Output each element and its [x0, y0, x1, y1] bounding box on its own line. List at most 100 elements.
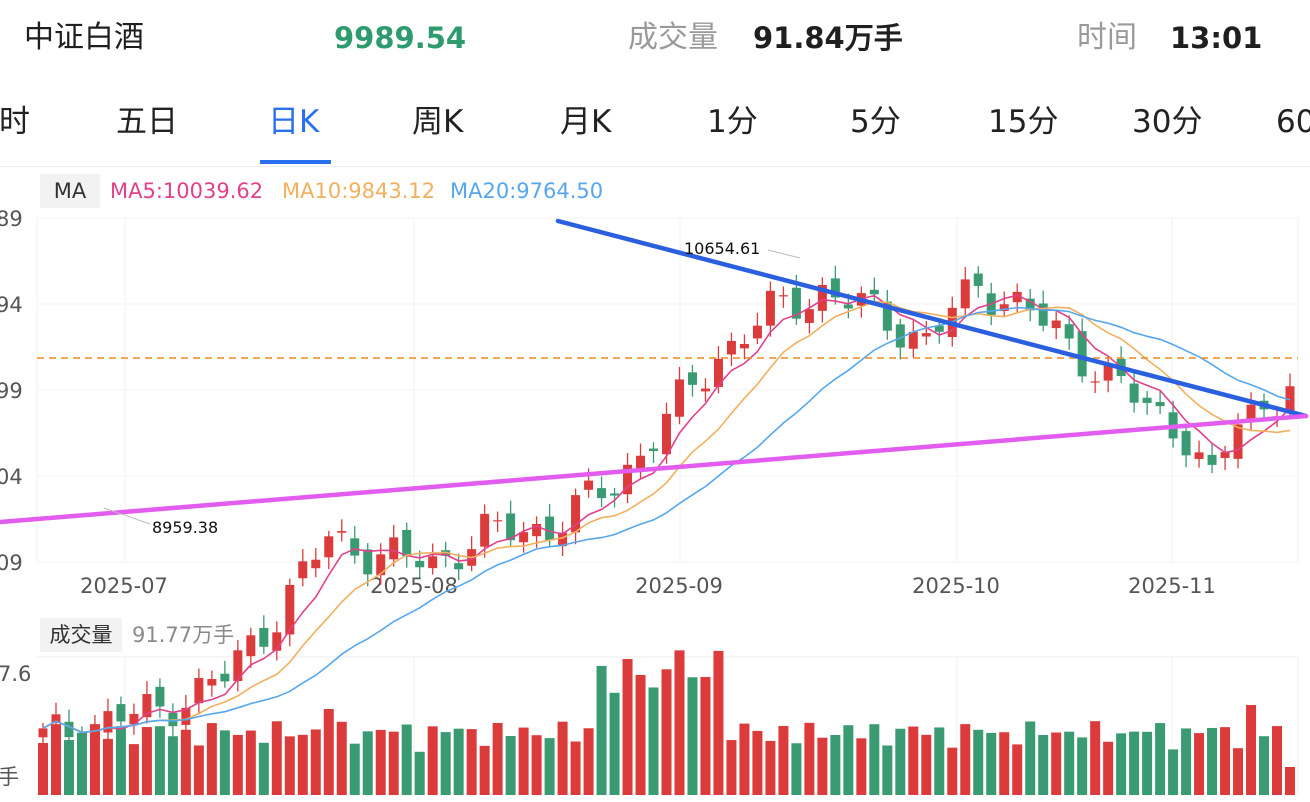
candle-body: [493, 520, 503, 522]
candle-body: [739, 343, 749, 349]
volume-bar: [739, 723, 750, 795]
volume-bar: [869, 724, 880, 795]
candle-body: [765, 290, 775, 326]
tab-five-day[interactable]: 五日: [116, 104, 178, 140]
volume-bar: [804, 722, 815, 795]
ma5-line: [42, 294, 1291, 734]
volume-title[interactable]: 成交量: [40, 618, 122, 652]
candle-body: [895, 324, 905, 348]
tab-15min[interactable]: 15分: [988, 104, 1059, 140]
volume-bar: [1090, 721, 1101, 795]
candle-body: [610, 493, 620, 496]
y-axis-labels: 89 94 99 04 09 7.6 手: [0, 207, 31, 789]
tab-60min[interactable]: 60分: [1276, 104, 1310, 140]
ma-selector[interactable]: MA: [40, 174, 100, 208]
volume-bar: [206, 723, 217, 795]
volume-bar: [258, 742, 269, 795]
candle-body: [532, 523, 542, 537]
candle-body: [687, 372, 697, 385]
candle-body: [298, 561, 308, 579]
candle-body: [1155, 402, 1165, 407]
volume-bar: [947, 747, 958, 795]
candle-body: [726, 340, 736, 355]
high-leader-line: [767, 249, 801, 259]
volume-bar: [700, 676, 711, 795]
volume-bar: [115, 726, 126, 795]
period-low-label: 8959.38: [152, 518, 218, 537]
candle-body: [1220, 452, 1230, 458]
period-tabs: 分时 五日 日K 周K 月K 1分 5分 15分 30分 60分: [0, 90, 1310, 167]
x-tick-label: 2025-08: [370, 574, 458, 598]
volume-bar: [609, 692, 620, 795]
candle-body: [1051, 320, 1061, 329]
candle-body: [1012, 291, 1022, 303]
candle-body: [752, 325, 762, 339]
volume-bar: [934, 727, 945, 795]
volume-bar: [1155, 723, 1166, 795]
volume-bar: [791, 743, 802, 795]
volume-bar: [466, 729, 477, 795]
volume-bar: [648, 687, 659, 795]
y-tick-label: 89: [0, 207, 23, 231]
volume-bar: [531, 735, 542, 795]
candle-body: [428, 556, 438, 569]
volume-bar: [1246, 705, 1257, 795]
volume-bar: [505, 736, 516, 795]
candle-body: [454, 563, 464, 570]
volume-label: 成交量: [628, 20, 718, 55]
x-tick-label: 2025-11: [1128, 574, 1216, 598]
candle-body: [1129, 383, 1139, 403]
volume-bar: [713, 650, 724, 795]
candle-body: [480, 513, 490, 547]
tab-1min[interactable]: 1分: [707, 104, 758, 140]
candle-body: [817, 285, 827, 311]
volume-bar: [1025, 721, 1036, 795]
candle-body: [519, 532, 529, 543]
candle-body: [908, 331, 918, 349]
tab-5min[interactable]: 5分: [850, 104, 901, 140]
candle-body: [64, 721, 74, 738]
volume-bar: [141, 727, 152, 795]
tab-intraday[interactable]: 分时: [0, 104, 30, 140]
tab-daily-k[interactable]: 日K: [268, 104, 320, 140]
candle-body: [1233, 424, 1243, 459]
candle-body: [1246, 404, 1256, 423]
volume-tick-label: 7.6: [0, 662, 31, 686]
volume-bar: [843, 725, 854, 795]
candle-body: [571, 495, 581, 533]
volume-bar: [544, 738, 555, 795]
volume-bar: [999, 732, 1010, 795]
candle-body: [869, 289, 879, 295]
price-annotations: 10654.61 8959.38: [103, 239, 801, 537]
candle-body: [103, 711, 113, 733]
ma20-line: [42, 306, 1291, 734]
tab-30min[interactable]: 30分: [1132, 104, 1203, 140]
candle-body: [389, 537, 399, 560]
volume-bar: [89, 724, 100, 795]
candle-body: [1025, 298, 1035, 311]
volume-bar: [1116, 733, 1127, 795]
volume-bar: [50, 724, 61, 795]
candle-body: [973, 273, 983, 286]
volume-unit-label: 手: [0, 765, 19, 789]
volume-bar: [1051, 732, 1062, 795]
volume-bar: [414, 751, 425, 795]
candle-body: [558, 532, 568, 547]
volume-bar: [349, 743, 360, 795]
volume-bar: [752, 730, 763, 795]
support-trend-line: [0, 413, 1309, 525]
candle-body: [246, 635, 256, 657]
volume-bar: [908, 726, 919, 795]
last-price: 9989.54: [334, 21, 467, 55]
quote-header: 中证白酒 9989.54 成交量 91.84万手 时间 13:01: [0, 0, 1310, 78]
tab-weekly-k[interactable]: 周K: [412, 104, 464, 140]
candle-body: [1207, 454, 1217, 465]
candle-body: [1142, 397, 1152, 403]
volume-bar: [817, 737, 828, 795]
candle-body: [999, 304, 1009, 311]
candle-body: [713, 358, 723, 387]
tab-monthly-k[interactable]: 月K: [560, 104, 612, 140]
volume-bar: [102, 738, 113, 795]
volume-bar: [310, 729, 321, 795]
